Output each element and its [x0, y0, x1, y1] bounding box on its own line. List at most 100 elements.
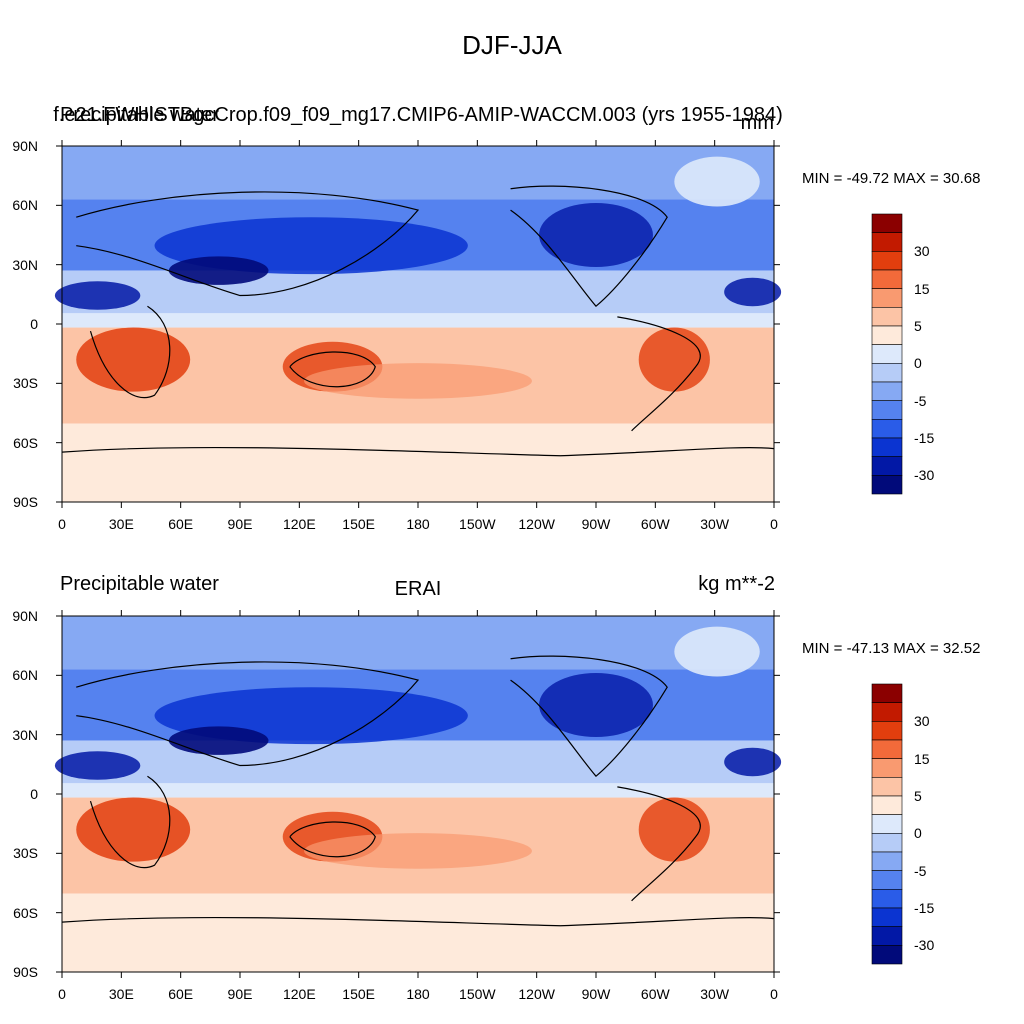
obs-coast-australia — [289, 821, 376, 858]
model-colorbar-swatch — [871, 381, 903, 401]
model-coast-eurasia — [76, 191, 420, 297]
obs-xtick-label: 90W — [581, 986, 611, 1002]
model-colorbar-swatch — [871, 213, 903, 233]
model-blob-india — [168, 256, 269, 285]
obs-colorbar-swatch — [871, 907, 903, 927]
obs-blob-greenland — [674, 626, 760, 677]
model-min-max: MIN = -49.72 MAX = 30.68 — [802, 170, 981, 187]
model-panel: Precipitable water f.e21.FWHISTBgcCrop.f… — [0, 0, 1024, 470]
model-colorbar-swatch — [871, 400, 903, 420]
model-xtick-label: 150E — [342, 516, 376, 532]
obs-colorbar-label: 30 — [914, 713, 930, 730]
obs-colorbar-swatch — [871, 795, 903, 815]
obs-xtick-label: 60E — [168, 986, 194, 1002]
model-band-subtrop-n — [62, 270, 774, 314]
obs-blob-atlantic — [724, 747, 782, 777]
model-colorbar-swatch — [871, 456, 903, 476]
obs-colorbar-swatch — [871, 889, 903, 909]
model-colorbar-label: -5 — [914, 392, 927, 409]
model-colorbar-label: -15 — [914, 430, 935, 446]
obs-xtick-label: 90E — [227, 986, 253, 1002]
model-blob-atlantic — [724, 277, 782, 307]
obs-blob-india — [168, 726, 269, 755]
obs-xtick-label: 0 — [770, 986, 778, 1002]
obs-units-label: kg m**-2 — [698, 573, 775, 595]
obs-colorbar-label: -5 — [914, 862, 927, 879]
obs-left-label: Precipitable water — [60, 573, 219, 595]
obs-coast-eurasia — [76, 661, 420, 767]
obs-colorbar-swatch — [871, 739, 903, 759]
obs-coast-africa — [89, 775, 171, 869]
obs-band-antarctic — [62, 893, 774, 972]
obs-band-subtrop-n — [62, 740, 774, 784]
obs-coast-samerica — [617, 786, 701, 902]
obs-colorbar-swatch — [871, 683, 903, 703]
obs-ytick-label: 30S — [13, 845, 38, 862]
obs-ytick-label: 0 — [30, 786, 38, 802]
obs-ytick-label: 30N — [12, 726, 38, 743]
obs-xtick-label: 180 — [406, 986, 430, 1002]
obs-xtick-label: 120E — [282, 986, 316, 1002]
model-left-label: Precipitable water — [60, 104, 219, 126]
model-xtick-label: 0 — [770, 516, 778, 532]
obs-colorbar-swatch — [871, 814, 903, 834]
model-colorbar-swatch — [871, 363, 903, 383]
model-colorbar-swatch — [871, 251, 903, 271]
obs-xtick-label: 120W — [518, 986, 555, 1002]
model-blob-greenland — [674, 156, 760, 207]
model-xtick-label: 180 — [406, 516, 430, 532]
model-center-label: f.e21.FWHISTBgcCrop.f09_f09_mg17.CMIP6-A… — [53, 104, 783, 126]
model-coast-namerica — [510, 185, 668, 308]
model-colorbar-label: 15 — [914, 280, 930, 297]
obs-ytick-label: 60S — [13, 904, 38, 921]
model-coast-africa — [89, 305, 171, 399]
model-colorbar-swatch — [871, 307, 903, 327]
obs-colorbar-swatch — [871, 702, 903, 722]
model-colorbar-swatch — [871, 325, 903, 345]
model-ytick-label: 60N — [12, 197, 38, 214]
model-xtick-label: 120E — [282, 516, 316, 532]
obs-colorbar-swatch — [871, 777, 903, 797]
model-ytick-label: 30S — [13, 375, 38, 392]
model-ytick-label: 90N — [12, 138, 38, 154]
model-xtick-label: 30W — [700, 516, 730, 532]
obs-xtick-label: 150E — [342, 986, 376, 1002]
obs-xtick-label: 30E — [108, 986, 134, 1002]
model-blob-africa-n — [54, 281, 141, 310]
model-colorbar-swatch — [871, 269, 903, 289]
model-xtick-label: 0 — [58, 516, 66, 532]
obs-blob-africa-n — [54, 751, 141, 780]
obs-xtick-label: 30W — [700, 986, 730, 1002]
obs-min-max: MIN = -47.13 MAX = 32.52 — [802, 640, 981, 657]
model-coast-samerica — [617, 316, 701, 432]
model-xtick-label: 30E — [108, 516, 134, 532]
obs-colorbar-label: 5 — [914, 788, 922, 804]
obs-colorbar-swatch — [871, 870, 903, 890]
model-blob-safrica — [76, 327, 191, 392]
model-colorbar-swatch — [871, 419, 903, 439]
obs-ytick-label: 60N — [12, 667, 38, 684]
model-colorbar-swatch — [871, 437, 903, 457]
obs-ytick-label: 90S — [13, 964, 38, 980]
obs-blob-safrica — [76, 797, 191, 862]
obs-xtick-label: 0 — [58, 986, 66, 1002]
model-blob-namerica — [539, 202, 653, 268]
model-coast-antarctica — [61, 446, 775, 457]
obs-band-equator — [62, 783, 774, 798]
model-xtick-label: 60E — [168, 516, 194, 532]
obs-blob-spcz — [304, 833, 532, 869]
obs-blob-namerica — [539, 672, 653, 738]
model-ytick-label: 30N — [12, 256, 38, 273]
obs-band-polar-n — [62, 616, 774, 670]
obs-coast-namerica — [510, 655, 668, 778]
model-colorbar-swatch — [871, 344, 903, 364]
obs-colorbar-swatch — [871, 945, 903, 965]
model-colorbar-swatch — [871, 232, 903, 252]
model-band-polar-n — [62, 146, 774, 200]
model-band-antarctic — [62, 423, 774, 502]
model-xtick-label: 60W — [640, 516, 670, 532]
model-colorbar-swatch — [871, 288, 903, 308]
obs-colorbar-swatch — [871, 721, 903, 741]
obs-coast-antarctica — [61, 916, 775, 927]
model-blob-samerica — [638, 327, 710, 392]
